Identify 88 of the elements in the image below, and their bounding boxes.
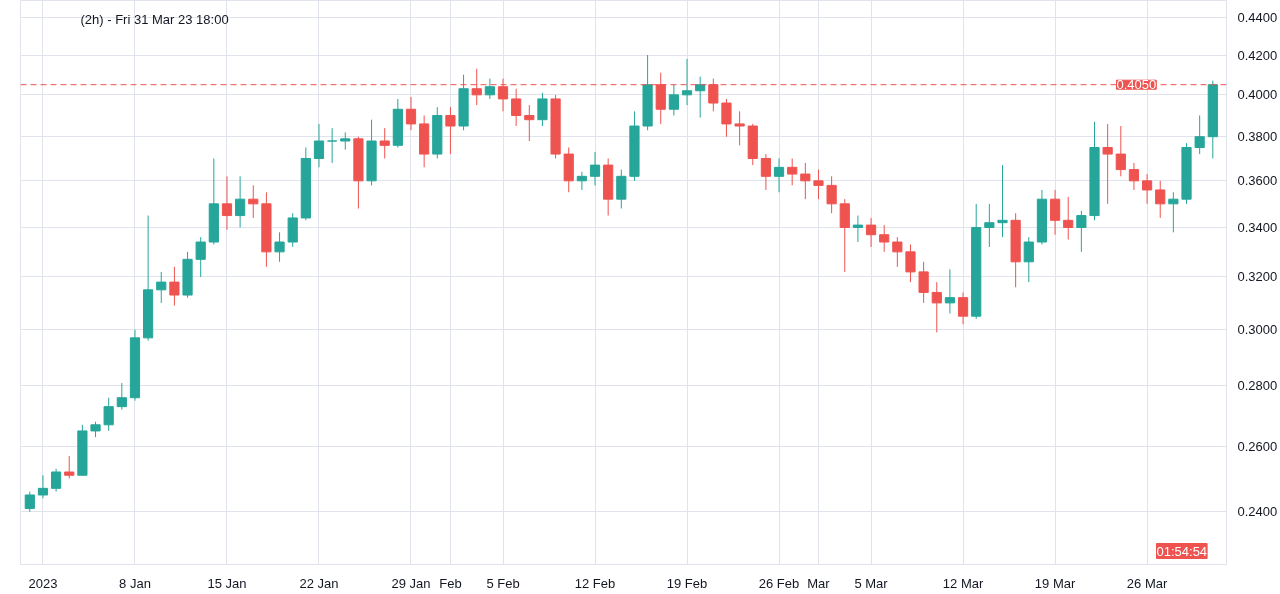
y-tick-label: 0.4200 bbox=[1237, 47, 1278, 63]
x-tick-label: 2023 bbox=[28, 575, 58, 591]
x-tick-label: 5 Feb bbox=[486, 575, 520, 591]
x-tick-label: 26 Mar bbox=[1126, 575, 1168, 591]
candlestick bbox=[1023, 236, 1034, 283]
candlestick bbox=[681, 58, 693, 106]
candlestick bbox=[957, 291, 969, 325]
candlestick bbox=[37, 474, 49, 499]
candlestick bbox=[839, 198, 850, 273]
candlestick bbox=[537, 92, 548, 127]
candlestick bbox=[169, 266, 180, 307]
candlestick bbox=[103, 397, 114, 432]
candlestick bbox=[235, 175, 246, 228]
candlestick bbox=[1115, 125, 1126, 177]
candlestick bbox=[511, 88, 522, 127]
x-tick-label: 26 Feb bbox=[758, 575, 800, 591]
candlestick bbox=[695, 76, 706, 119]
candlestick bbox=[195, 236, 206, 278]
candlestick bbox=[1141, 173, 1153, 205]
candlestick bbox=[1194, 115, 1205, 155]
candlestick bbox=[997, 164, 1008, 238]
candlestick bbox=[64, 455, 75, 479]
text: (2h) - Fri 31 Mar 23 18:00 bbox=[80, 11, 229, 27]
candlestick bbox=[1102, 123, 1113, 205]
x-tick-label: 12 Feb bbox=[574, 575, 616, 591]
y-tick-label: 0.3200 bbox=[1237, 269, 1278, 285]
candlestick bbox=[524, 104, 535, 142]
x-tick-label: 12 Mar bbox=[942, 575, 984, 591]
candlestick bbox=[852, 215, 864, 243]
candlestick bbox=[484, 78, 495, 100]
x-tick-label: Feb bbox=[439, 575, 462, 591]
candlestick bbox=[905, 243, 916, 283]
candlestick bbox=[156, 271, 167, 304]
candlestick bbox=[379, 127, 390, 159]
x-tick-label: 29 Jan bbox=[391, 575, 431, 591]
candlestick bbox=[616, 169, 627, 210]
candlestick bbox=[760, 153, 771, 191]
candlestick bbox=[984, 203, 995, 248]
candlestick bbox=[879, 224, 890, 253]
x-tick-label: 8 Jan bbox=[119, 575, 151, 591]
y-tick-label: 0.3000 bbox=[1237, 322, 1278, 338]
candlestick bbox=[589, 151, 601, 186]
candlestick bbox=[892, 236, 903, 268]
candlestick bbox=[1168, 191, 1179, 233]
y-tick-label: 0.2400 bbox=[1237, 504, 1278, 520]
x-tick-label: 5 Mar bbox=[854, 575, 889, 591]
y-tick-label: 0.4400 bbox=[1237, 9, 1278, 25]
candlestick bbox=[313, 123, 325, 168]
x-tick-label: 15 Jan bbox=[207, 575, 247, 591]
x-tick-label: 19 Feb bbox=[666, 575, 708, 591]
candlestick bbox=[576, 171, 587, 191]
candlestick bbox=[944, 268, 956, 314]
y-tick-label: 0.3600 bbox=[1237, 173, 1278, 189]
candlestick bbox=[773, 157, 785, 193]
y-tick-label: 0.2800 bbox=[1237, 378, 1278, 394]
candlestick bbox=[445, 106, 456, 155]
candlestick bbox=[668, 84, 679, 116]
candlestick bbox=[826, 175, 837, 214]
candlestick bbox=[1076, 210, 1087, 253]
candlestick bbox=[274, 231, 285, 263]
x-tick-label: Mar bbox=[807, 575, 831, 591]
candlestick bbox=[787, 157, 798, 186]
candlestick bbox=[1049, 189, 1061, 236]
candlestick bbox=[405, 96, 417, 131]
candlestick bbox=[931, 281, 942, 333]
candlestick bbox=[865, 217, 877, 248]
y-tick-label: 0.3800 bbox=[1237, 129, 1278, 145]
candlestick bbox=[248, 184, 259, 219]
candlestick bbox=[813, 169, 824, 200]
candlestick bbox=[116, 382, 127, 411]
candlestick bbox=[800, 162, 811, 200]
x-tick-label: 19 Mar bbox=[1034, 575, 1076, 591]
candlestick bbox=[327, 127, 338, 164]
y-tick-label: 0.2600 bbox=[1237, 438, 1278, 454]
ref-line-label: 0.4050 bbox=[1116, 77, 1157, 93]
y-tick-label: 0.4000 bbox=[1237, 87, 1278, 103]
candlestick bbox=[1155, 180, 1166, 219]
candlestick bbox=[1128, 162, 1140, 191]
y-tick-label: 0.3400 bbox=[1237, 219, 1278, 235]
candlestick bbox=[51, 468, 62, 493]
candlestick bbox=[24, 491, 35, 513]
candlestick bbox=[734, 110, 745, 146]
candlestick bbox=[918, 261, 929, 304]
candlestick bbox=[721, 98, 732, 138]
candlestick bbox=[221, 175, 233, 231]
candlestick bbox=[1063, 196, 1074, 241]
annotation: 01:54:54 bbox=[1156, 543, 1208, 559]
x-tick-label: 22 Jan bbox=[299, 575, 339, 591]
